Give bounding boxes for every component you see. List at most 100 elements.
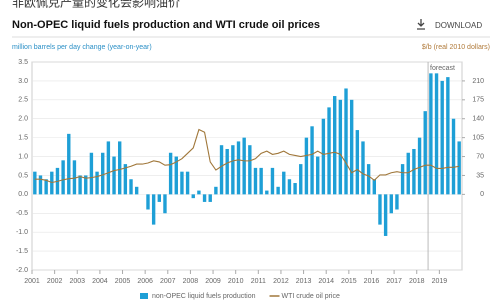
plot-frame xyxy=(31,61,463,271)
bar xyxy=(112,156,116,195)
x-tick-label: 2017 xyxy=(386,278,402,285)
bar xyxy=(333,96,337,195)
bar xyxy=(321,118,326,195)
bar xyxy=(214,186,218,195)
bar xyxy=(366,164,371,195)
bar xyxy=(33,171,37,195)
bar xyxy=(44,179,48,195)
bar xyxy=(265,190,269,195)
x-tick-label: 2008 xyxy=(183,278,199,285)
bar xyxy=(123,164,128,195)
bar xyxy=(174,156,178,195)
y2-tick-label: 105 xyxy=(472,134,484,141)
y-tick-label: 0.0 xyxy=(18,191,28,198)
bar xyxy=(349,99,354,195)
bar xyxy=(327,107,331,195)
bar xyxy=(304,137,309,195)
bar xyxy=(372,179,376,195)
y-tick-label: 2.5 xyxy=(18,97,28,104)
bar xyxy=(338,99,343,195)
bar xyxy=(202,194,207,202)
bar xyxy=(242,137,246,195)
bar xyxy=(180,171,184,195)
bar xyxy=(129,179,133,195)
y2-tick-label: 70 xyxy=(476,153,484,160)
bar xyxy=(361,141,365,195)
bar xyxy=(101,152,105,195)
bar xyxy=(451,118,456,195)
y-tick-label: 3.0 xyxy=(18,78,28,85)
x-tick-label: 2018 xyxy=(409,278,425,285)
x-tick-label: 2007 xyxy=(160,278,176,285)
bar xyxy=(400,164,405,195)
bar xyxy=(434,73,439,195)
bar xyxy=(259,167,263,195)
bar xyxy=(118,141,122,195)
bar xyxy=(191,194,195,199)
y2-tick-label: 0 xyxy=(480,191,484,198)
y-tick-label: 3.5 xyxy=(18,59,28,66)
bar xyxy=(67,133,71,195)
bar xyxy=(185,171,190,195)
x-tick-label: 2014 xyxy=(318,278,334,285)
bar xyxy=(95,171,99,195)
bar xyxy=(197,190,201,195)
bar xyxy=(389,194,393,214)
bar xyxy=(378,194,382,225)
download-button[interactable]: DOWNLOAD xyxy=(417,19,482,30)
y-tick-label: 2.0 xyxy=(18,116,28,123)
bar xyxy=(157,194,161,202)
bar xyxy=(72,160,77,195)
bar xyxy=(276,186,280,195)
bar xyxy=(38,175,43,195)
line xyxy=(34,128,460,184)
bar xyxy=(457,141,461,195)
x-tick-label: 2016 xyxy=(364,278,380,285)
y-axis-label: million barrels per day change (year-on-… xyxy=(12,44,152,51)
bar xyxy=(429,73,433,195)
bar xyxy=(417,137,422,195)
download-label[interactable]: DOWNLOAD xyxy=(435,21,482,30)
bar xyxy=(61,160,65,195)
bar xyxy=(168,152,173,195)
bar xyxy=(446,77,450,195)
legend-label: non-OPEC liquid fuels production xyxy=(152,293,256,300)
bar xyxy=(383,194,388,236)
bar xyxy=(344,88,348,195)
bar xyxy=(146,194,150,210)
bar xyxy=(225,148,229,195)
chart-title: Non-OPEC liquid fuels production and WTI… xyxy=(12,19,320,31)
legend-label: WTI crude oil price xyxy=(282,293,340,300)
x-tick-label: 2006 xyxy=(137,278,153,285)
y-tick-label: -2.0 xyxy=(16,267,28,274)
y-tick-label: 1.5 xyxy=(18,134,28,141)
bar xyxy=(78,175,82,195)
bar xyxy=(395,194,399,210)
x-tick-label: 2013 xyxy=(296,278,312,285)
bar xyxy=(406,152,410,195)
forecast-annotation: forecast xyxy=(430,65,455,72)
y2-tick-label: 175 xyxy=(472,97,484,104)
bar xyxy=(134,186,139,195)
x-tick-label: 2010 xyxy=(228,278,244,285)
header-text: 非欧佩克产量的变化会影响油价 xyxy=(12,0,180,10)
y-tick-label: -1.0 xyxy=(16,229,28,236)
x-tick-label: 2019 xyxy=(432,278,448,285)
y-tick-label: -0.5 xyxy=(16,210,28,217)
y2-axis-label: $/b (real 2010 dollars) xyxy=(422,44,490,51)
y2-tick-label: 140 xyxy=(472,116,484,123)
bar xyxy=(236,141,241,195)
bar xyxy=(163,194,167,214)
x-tick-label: 2005 xyxy=(115,278,131,285)
y-tick-label: 1.0 xyxy=(18,153,28,160)
x-tick-label: 2011 xyxy=(251,278,266,285)
bar xyxy=(440,80,444,195)
bar xyxy=(299,164,303,195)
x-tick-label: 2012 xyxy=(273,278,289,285)
bar xyxy=(310,126,314,195)
download-icon xyxy=(417,19,425,30)
bar xyxy=(355,130,360,195)
bar xyxy=(270,167,275,195)
bar xyxy=(282,171,286,195)
